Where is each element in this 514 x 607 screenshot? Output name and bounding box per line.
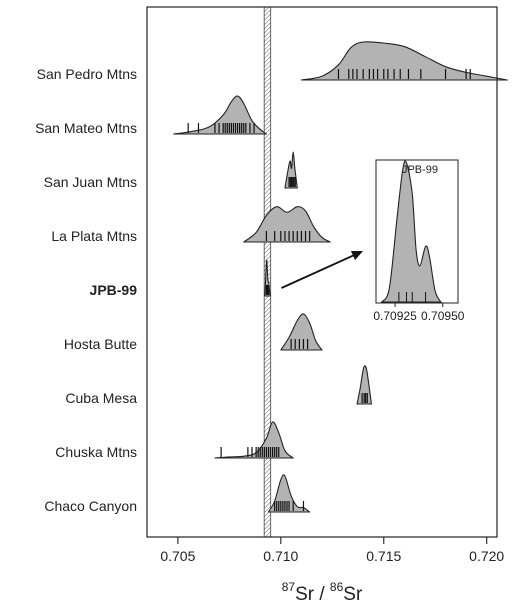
inset-title: JPB-99 (402, 164, 438, 176)
row-label: San Pedro Mtns (37, 66, 137, 82)
row-san-juan-mtns: San Juan Mtns (44, 151, 298, 190)
density-curve (300, 41, 508, 81)
row-label: JPB-99 (90, 282, 138, 298)
row-label: La Plata Mtns (51, 228, 137, 244)
row-label: Chuska Mtns (55, 444, 137, 460)
density-curve (243, 206, 331, 243)
x-tick-label: 0.705 (160, 548, 195, 564)
row-la-plata-mtns: La Plata Mtns (51, 206, 331, 244)
x-axis: 0.705 0.710 0.715 0.720 (160, 537, 504, 564)
row-label: San Juan Mtns (44, 174, 137, 190)
plot-frame (146, 6, 498, 538)
x-label-sup-2: 86 (330, 580, 344, 594)
row-label: Hosta Butte (64, 336, 137, 352)
row-san-mateo-mtns: San Mateo Mtns (35, 95, 267, 136)
x-label-base-2: Sr (343, 584, 363, 605)
x-tick-label: 0.710 (263, 548, 298, 564)
row-chaco-canyon: Chaco Canyon (44, 474, 311, 514)
x-label-separator: / (314, 584, 330, 605)
x-tick-label: 0.720 (469, 548, 504, 564)
ridgeline-rows: San Pedro Mtns San Mateo Mtns San Juan Mtn… (35, 41, 508, 514)
row-label: Chaco Canyon (44, 498, 137, 514)
row-chuska-mtns: Chuska Mtns (55, 421, 294, 460)
inset-tick-label: 0.70925 (373, 309, 417, 323)
density-curve (280, 313, 323, 351)
x-label-base-1: Sr (295, 584, 315, 605)
row-hosta-butte: Hosta Butte (64, 313, 323, 352)
x-tick-label: 0.715 (366, 548, 401, 564)
row-san-pedro-mtns: San Pedro Mtns (37, 41, 508, 82)
inset-pointer-arrow (281, 251, 362, 289)
inset-tick-label: 0.70950 (421, 309, 465, 323)
row-cuba-mesa: Cuba Mesa (65, 365, 372, 406)
x-axis-label: 87Sr / 86Sr (282, 580, 363, 605)
x-label-sup-1: 87 (282, 580, 296, 594)
row-label: San Mateo Mtns (35, 120, 137, 136)
inset-density-curve (380, 160, 442, 303)
row-label: Cuba Mesa (65, 390, 137, 406)
density-curve (214, 421, 294, 459)
jpb99-inset: JPB-99 0.70925 0.70950 (281, 159, 465, 323)
arrow-head (350, 250, 363, 261)
row-jpb-99: JPB-99 (90, 259, 272, 298)
